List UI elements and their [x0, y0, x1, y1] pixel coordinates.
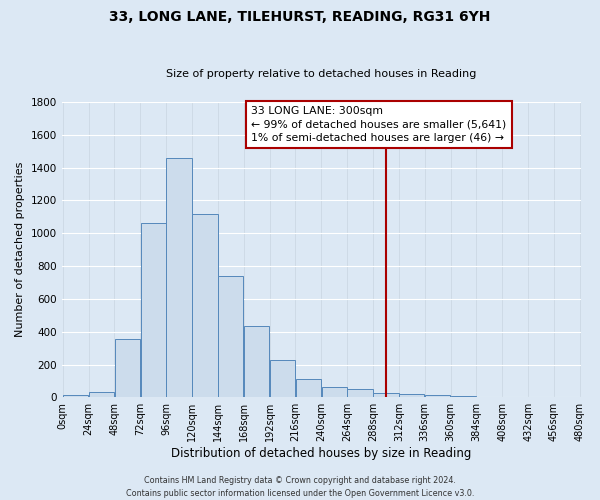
Bar	[451, 396, 476, 398]
Bar	[115, 339, 140, 398]
X-axis label: Distribution of detached houses by size in Reading: Distribution of detached houses by size …	[171, 447, 472, 460]
Bar	[373, 393, 398, 398]
Text: 33, LONG LANE, TILEHURST, READING, RG31 6YH: 33, LONG LANE, TILEHURST, READING, RG31 …	[109, 10, 491, 24]
Bar	[218, 276, 244, 398]
Bar	[166, 158, 192, 398]
Bar	[296, 380, 321, 398]
Bar	[347, 389, 373, 398]
Bar	[477, 396, 502, 398]
Bar	[63, 395, 88, 398]
Bar	[399, 394, 424, 398]
Bar	[140, 224, 166, 398]
Bar	[89, 392, 114, 398]
Bar	[425, 395, 451, 398]
Title: Size of property relative to detached houses in Reading: Size of property relative to detached ho…	[166, 69, 476, 79]
Text: 33 LONG LANE: 300sqm
← 99% of detached houses are smaller (5,641)
1% of semi-det: 33 LONG LANE: 300sqm ← 99% of detached h…	[251, 106, 506, 143]
Text: Contains HM Land Registry data © Crown copyright and database right 2024.
Contai: Contains HM Land Registry data © Crown c…	[126, 476, 474, 498]
Bar	[244, 326, 269, 398]
Bar	[270, 360, 295, 398]
Bar	[322, 388, 347, 398]
Y-axis label: Number of detached properties: Number of detached properties	[15, 162, 25, 338]
Bar	[192, 214, 218, 398]
